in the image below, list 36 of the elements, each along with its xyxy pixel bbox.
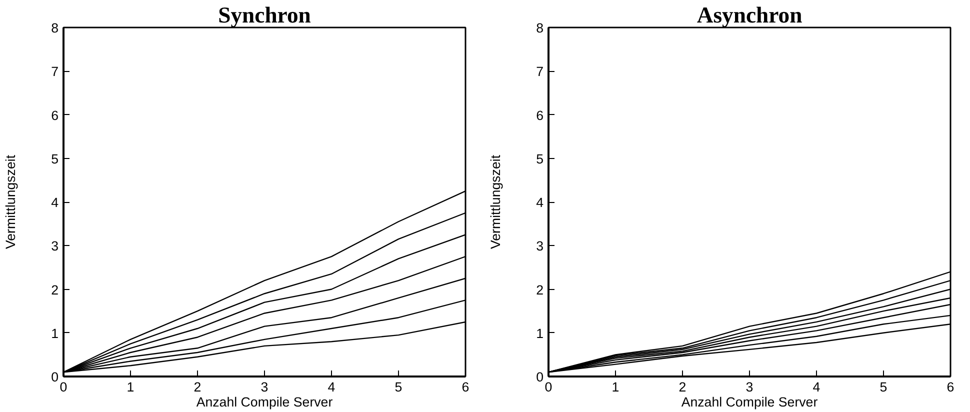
x-tick-label: 5 bbox=[394, 380, 402, 394]
y-tick-label: 0 bbox=[51, 370, 59, 384]
chart-title: Synchron bbox=[218, 2, 312, 28]
y-tick-label: 5 bbox=[536, 151, 544, 166]
x-tick-label: 5 bbox=[880, 380, 888, 394]
x-tick-label: 1 bbox=[612, 380, 620, 394]
y-axis-title: Vermittlungszeit bbox=[3, 154, 18, 250]
y-tick-label: 4 bbox=[51, 195, 60, 210]
x-tick-label: 4 bbox=[812, 380, 821, 394]
x-tick-label: 6 bbox=[462, 380, 470, 394]
x-tick-label: 3 bbox=[260, 380, 268, 394]
y-tick-label: 5 bbox=[51, 151, 59, 166]
x-tick-label: 4 bbox=[328, 380, 336, 394]
y-tick-label: 4 bbox=[536, 195, 544, 210]
y-tick-label: 0 bbox=[536, 370, 544, 384]
y-tick-label: 7 bbox=[536, 64, 544, 80]
y-tick-label: 7 bbox=[51, 64, 59, 80]
y-tick-label: 6 bbox=[536, 108, 544, 123]
y-tick-label: 3 bbox=[51, 238, 59, 254]
chart-title: Asynchron bbox=[696, 2, 803, 28]
x-axis-title: Anzahl Compile Server bbox=[196, 394, 334, 410]
x-tick-label: 2 bbox=[194, 380, 202, 394]
y-tick-label: 2 bbox=[51, 282, 59, 298]
y-tick-label: 8 bbox=[536, 20, 544, 36]
y-axis-title: Vermittlungszeit bbox=[488, 154, 504, 250]
y-tick-label: 6 bbox=[51, 108, 59, 123]
y-tick-label: 3 bbox=[536, 238, 544, 254]
y-tick-label: 1 bbox=[51, 326, 59, 341]
y-tick-label: 2 bbox=[536, 282, 544, 298]
x-axis-title: Anzahl Compile Server bbox=[681, 394, 818, 410]
x-tick-label: 2 bbox=[678, 380, 686, 394]
y-tick-label: 8 bbox=[51, 20, 59, 36]
x-tick-label: 3 bbox=[746, 380, 754, 394]
y-tick-label: 1 bbox=[536, 326, 544, 341]
x-tick-label: 6 bbox=[946, 380, 954, 394]
x-tick-label: 1 bbox=[126, 380, 134, 394]
